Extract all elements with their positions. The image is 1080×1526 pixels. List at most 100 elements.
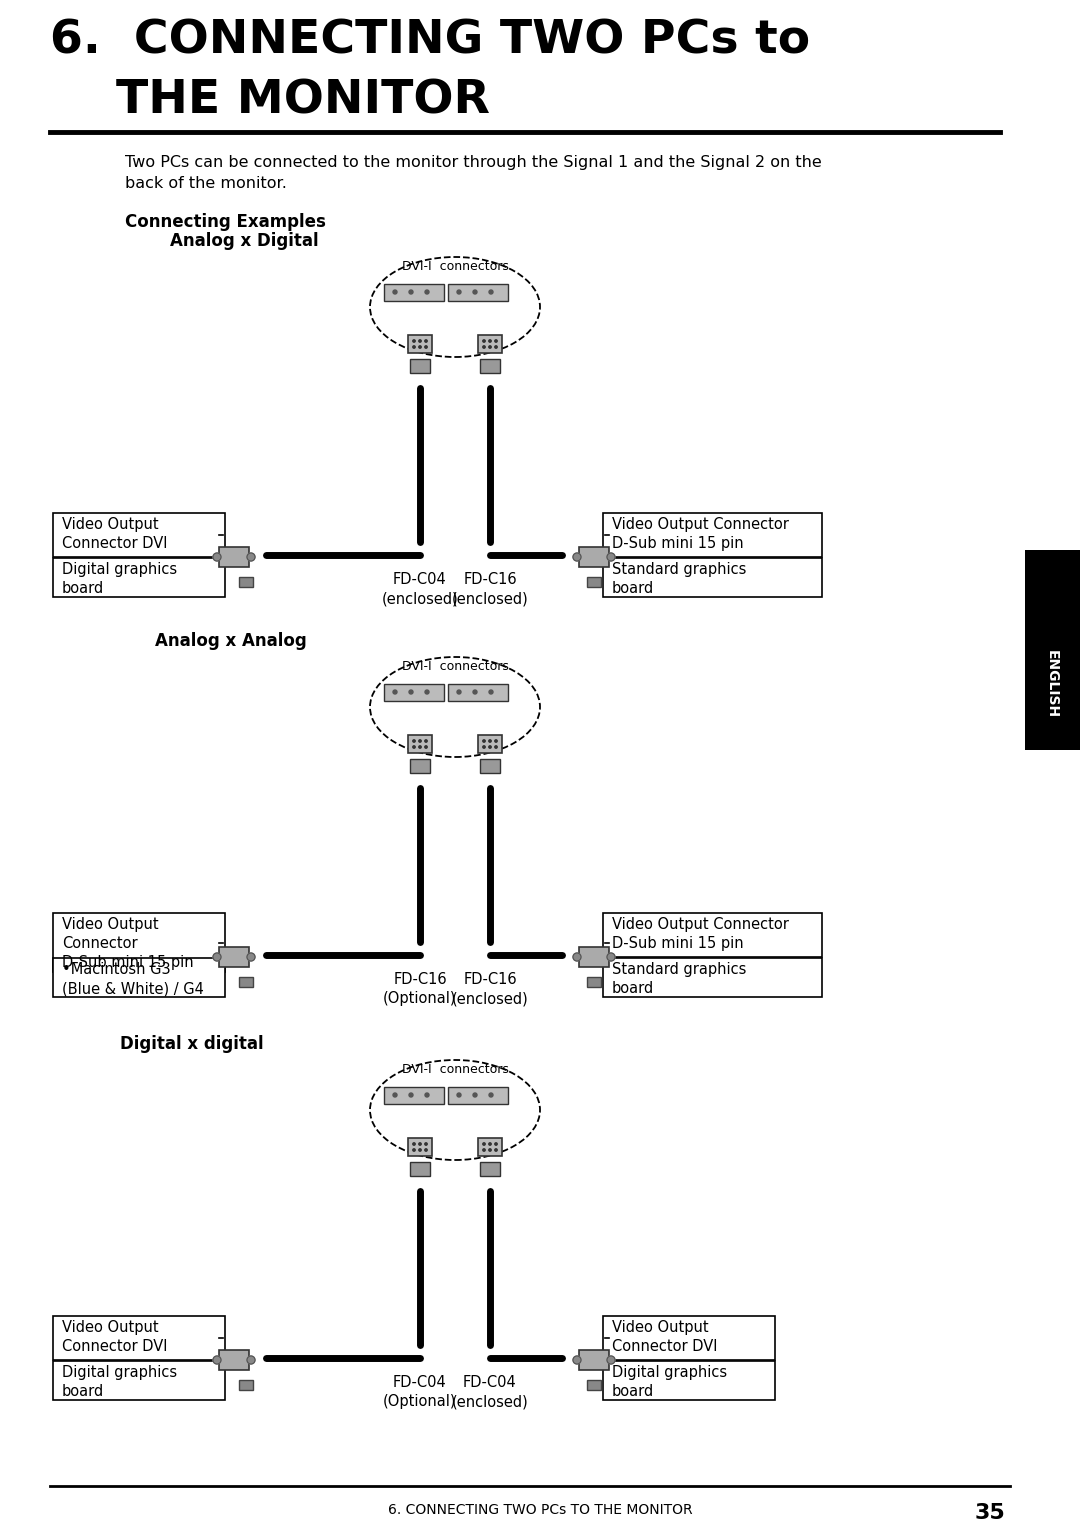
Circle shape [473,1093,477,1097]
Circle shape [424,740,428,742]
Circle shape [419,746,421,748]
Circle shape [424,1143,428,1144]
Circle shape [473,290,477,295]
FancyBboxPatch shape [448,1087,508,1103]
Circle shape [419,1143,421,1144]
Text: 6.  CONNECTING TWO PCs to: 6. CONNECTING TWO PCs to [50,18,810,63]
Circle shape [393,690,397,694]
FancyBboxPatch shape [480,359,500,372]
Text: FD-C16
(enclosed): FD-C16 (enclosed) [451,972,528,1006]
FancyBboxPatch shape [478,336,502,353]
Text: DVI-I  connectors: DVI-I connectors [402,259,509,273]
Circle shape [413,1149,415,1151]
Circle shape [495,740,497,742]
FancyBboxPatch shape [603,958,822,996]
Circle shape [483,1143,485,1144]
Circle shape [489,1149,491,1151]
Circle shape [426,290,429,295]
Circle shape [426,1093,429,1097]
Circle shape [457,1093,461,1097]
FancyBboxPatch shape [478,1138,502,1157]
Circle shape [413,340,415,342]
Circle shape [489,290,492,295]
Circle shape [573,1357,581,1364]
Text: Analog x Analog: Analog x Analog [156,632,307,650]
Text: ENGLISH: ENGLISH [1045,650,1059,719]
Circle shape [413,740,415,742]
FancyBboxPatch shape [603,1315,775,1360]
FancyBboxPatch shape [579,948,609,967]
Text: Connecting Examples: Connecting Examples [125,214,326,230]
Text: THE MONITOR: THE MONITOR [50,78,490,124]
Circle shape [489,340,491,342]
Circle shape [483,746,485,748]
FancyBboxPatch shape [603,559,822,597]
FancyBboxPatch shape [579,546,609,568]
FancyBboxPatch shape [408,1138,432,1157]
Circle shape [607,552,615,562]
FancyBboxPatch shape [384,284,444,301]
Text: Digital graphics
board: Digital graphics board [62,562,177,597]
Circle shape [413,1143,415,1144]
Circle shape [473,690,477,694]
Circle shape [409,290,413,295]
Text: Digital x digital: Digital x digital [120,1035,264,1053]
FancyBboxPatch shape [480,758,500,774]
Text: Standard graphics
board: Standard graphics board [612,961,746,996]
FancyBboxPatch shape [408,736,432,752]
Circle shape [483,1149,485,1151]
FancyBboxPatch shape [588,1380,600,1390]
Circle shape [495,1149,497,1151]
Text: Standard graphics
board: Standard graphics board [612,562,746,597]
Circle shape [424,746,428,748]
FancyBboxPatch shape [53,559,225,597]
Text: FD-C16
(enclosed): FD-C16 (enclosed) [451,572,528,606]
Text: Two PCs can be connected to the monitor through the Signal 1 and the Signal 2 on: Two PCs can be connected to the monitor … [125,156,822,191]
Text: Digital graphics
board: Digital graphics board [612,1364,727,1399]
Circle shape [426,690,429,694]
FancyBboxPatch shape [603,1361,775,1399]
FancyBboxPatch shape [384,1087,444,1103]
Circle shape [489,1093,492,1097]
FancyBboxPatch shape [219,1351,249,1370]
Circle shape [409,1093,413,1097]
FancyBboxPatch shape [588,977,600,987]
Text: 35: 35 [974,1503,1005,1523]
FancyBboxPatch shape [239,1380,253,1390]
FancyBboxPatch shape [53,1315,225,1360]
FancyBboxPatch shape [219,948,249,967]
Text: 6. CONNECTING TWO PCs TO THE MONITOR: 6. CONNECTING TWO PCs TO THE MONITOR [388,1503,692,1517]
Text: Video Output Connector
D-Sub mini 15 pin: Video Output Connector D-Sub mini 15 pin [612,917,788,951]
FancyBboxPatch shape [410,359,430,372]
Circle shape [424,340,428,342]
FancyBboxPatch shape [579,1351,609,1370]
Circle shape [213,954,221,961]
Circle shape [495,1143,497,1144]
FancyBboxPatch shape [53,513,225,557]
Circle shape [419,1149,421,1151]
Circle shape [489,1143,491,1144]
Text: Video Output
Connector DVI: Video Output Connector DVI [612,1320,717,1354]
Circle shape [424,346,428,348]
Text: •Macintosh G3
(Blue & White) / G4: •Macintosh G3 (Blue & White) / G4 [62,961,204,996]
FancyBboxPatch shape [239,977,253,987]
Circle shape [457,290,461,295]
Circle shape [419,346,421,348]
Circle shape [393,290,397,295]
Circle shape [213,1357,221,1364]
Text: Video Output
Connector
D-Sub mini 15 pin: Video Output Connector D-Sub mini 15 pin [62,917,193,971]
Text: Video Output
Connector DVI: Video Output Connector DVI [62,517,167,551]
Circle shape [413,346,415,348]
Circle shape [247,552,255,562]
FancyBboxPatch shape [448,684,508,700]
Circle shape [573,954,581,961]
Circle shape [483,346,485,348]
Text: Video Output Connector
D-Sub mini 15 pin: Video Output Connector D-Sub mini 15 pin [612,517,788,551]
FancyBboxPatch shape [219,546,249,568]
FancyBboxPatch shape [408,336,432,353]
Text: FD-C16
(Optional): FD-C16 (Optional) [383,972,457,1006]
Text: Digital graphics
board: Digital graphics board [62,1364,177,1399]
Text: Analog x Digital: Analog x Digital [170,232,319,250]
Text: FD-C04
(enclosed): FD-C04 (enclosed) [381,572,458,606]
Circle shape [573,552,581,562]
